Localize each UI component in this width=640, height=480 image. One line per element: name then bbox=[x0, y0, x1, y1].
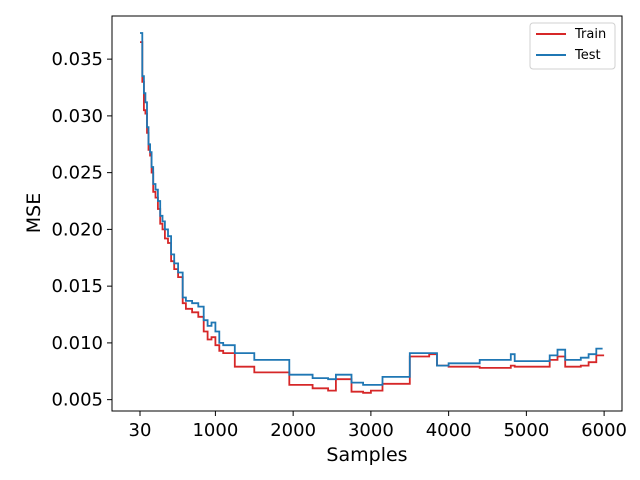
legend-label-test: Test bbox=[574, 48, 601, 63]
plot-area bbox=[140, 32, 605, 394]
x-tick-label: 4000 bbox=[426, 420, 472, 441]
y-tick-label: 0.005 bbox=[51, 390, 103, 411]
x-tick-label: 1000 bbox=[192, 420, 238, 441]
plot-frame bbox=[111, 15, 623, 412]
x-tick-label: 3000 bbox=[348, 420, 394, 441]
legend-label-train: Train bbox=[574, 27, 606, 42]
x-tick-label: 2000 bbox=[270, 420, 316, 441]
x-axis-label: Samples bbox=[326, 444, 407, 466]
x-axis-ticks: 30 1000 2000 3000 4000 5000 6000 bbox=[129, 411, 627, 441]
y-tick-label: 0.030 bbox=[51, 106, 103, 127]
y-axis-ticks: 0.005 0.010 0.015 0.020 0.025 0.030 0.035 bbox=[51, 49, 112, 411]
x-tick-label: 30 bbox=[129, 420, 152, 441]
y-axis-label: MSE bbox=[23, 193, 45, 233]
x-tick-label: 6000 bbox=[581, 420, 627, 441]
y-tick-label: 0.035 bbox=[51, 49, 103, 70]
series-line-test bbox=[140, 32, 603, 386]
y-tick-label: 0.010 bbox=[51, 333, 103, 354]
x-tick-label: 5000 bbox=[503, 420, 549, 441]
series-line-train bbox=[140, 41, 605, 394]
y-tick-label: 0.015 bbox=[51, 276, 103, 297]
y-tick-label: 0.025 bbox=[51, 163, 103, 184]
legend: Train Test bbox=[529, 22, 616, 70]
y-tick-label: 0.020 bbox=[51, 219, 103, 240]
